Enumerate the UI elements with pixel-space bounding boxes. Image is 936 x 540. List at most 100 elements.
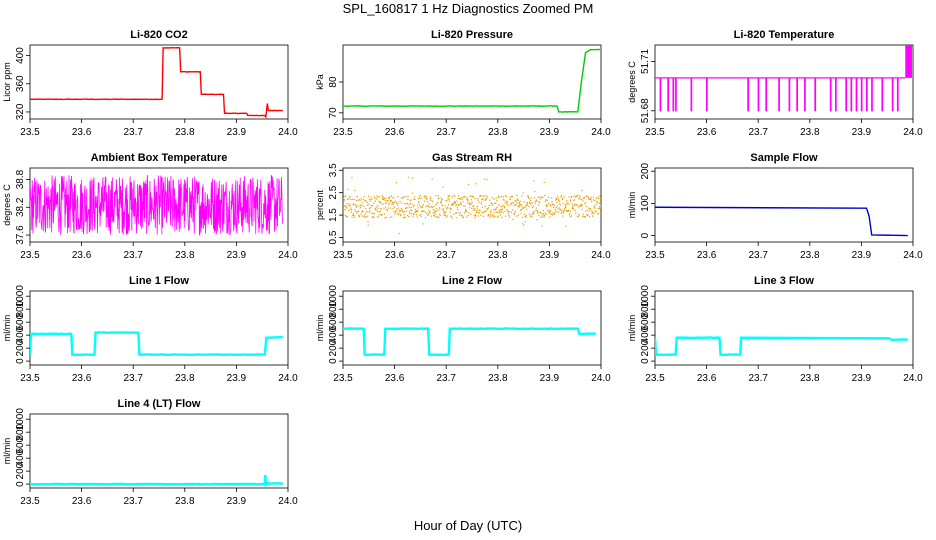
panel-4: Ambient Box Temperature 23.5 23.6 23.7 23.8 2…: [2, 152, 298, 261]
x-tick-label: 23.6: [385, 250, 405, 261]
data-point: [418, 214, 421, 217]
data-point: [507, 211, 510, 213]
data-point: [451, 196, 453, 198]
data-point: [384, 217, 386, 219]
data-point: [416, 216, 418, 218]
data-point: [528, 213, 530, 215]
data-point: [369, 207, 371, 210]
data-point: [431, 206, 433, 208]
y-tick-label: 400: [328, 326, 339, 343]
data-point: [581, 189, 583, 192]
data-point: [439, 208, 441, 210]
data-point: [451, 203, 453, 205]
data-point: [472, 209, 474, 211]
y-tick-label: 400: [15, 326, 26, 343]
data-point: [345, 215, 348, 218]
data-point: [509, 196, 511, 198]
data-point: [383, 213, 385, 215]
y-axis-label: ml/min: [315, 315, 325, 342]
data-point: [532, 211, 534, 213]
data-point: [476, 205, 479, 208]
y-tick-label: 100: [640, 195, 651, 212]
data-point: [426, 205, 428, 207]
data-point: [484, 199, 487, 201]
data-point: [580, 205, 582, 207]
data-point: [407, 198, 409, 200]
x-tick-label: 23.5: [20, 496, 40, 507]
data-point: [467, 183, 470, 186]
data-point: [346, 207, 348, 209]
data-point: [400, 197, 403, 199]
data-point: [513, 213, 515, 216]
data-point: [459, 197, 461, 200]
data-point: [518, 202, 520, 204]
panel-7: Line 1 Flow 23.5 23.6 23.7 23.8 23.9 24.0 0 2004…: [2, 275, 298, 384]
data-point: [534, 202, 536, 205]
data-point: [420, 215, 422, 217]
data-point: [567, 210, 569, 212]
data-point: [514, 212, 516, 215]
data-point: [518, 204, 520, 207]
data-series: [655, 336, 908, 357]
data-point: [357, 210, 359, 213]
data-point: [401, 202, 403, 204]
data-point: [469, 203, 471, 205]
y-axis-label: ml/min: [627, 192, 637, 219]
data-point: [437, 195, 440, 197]
data-point: [561, 198, 563, 201]
series-line: [30, 175, 283, 237]
data-point: [574, 209, 576, 212]
data-point: [378, 200, 380, 203]
data-point: [509, 198, 512, 201]
data-point: [423, 200, 426, 202]
data-point: [552, 211, 554, 214]
data-point: [487, 214, 489, 216]
data-point: [515, 204, 517, 206]
data-point: [512, 202, 515, 204]
data-point: [360, 213, 362, 215]
data-point: [408, 215, 410, 218]
data-point: [568, 203, 570, 205]
data-point: [398, 212, 400, 214]
data-point: [529, 202, 531, 204]
panel-title: Line 2 Flow: [442, 275, 502, 287]
data-point: [569, 213, 571, 215]
y-axis-label: ml/min: [2, 315, 12, 342]
data-point: [389, 216, 391, 219]
data-point: [424, 216, 427, 219]
data-point: [476, 207, 478, 209]
data-point: [355, 199, 357, 201]
data-point: [555, 210, 557, 212]
data-point: [523, 201, 525, 203]
data-point: [582, 215, 584, 217]
data-point: [475, 183, 477, 185]
data-point: [560, 196, 562, 198]
data-point: [374, 208, 376, 210]
data-point: [582, 213, 585, 215]
data-point: [394, 200, 396, 202]
data-point: [464, 205, 466, 207]
data-point: [355, 205, 357, 207]
data-point: [369, 200, 371, 202]
y-tick-label: 400: [15, 47, 26, 64]
data-point: [484, 178, 486, 180]
data-point: [554, 212, 556, 214]
data-point: [405, 196, 407, 198]
data-point: [482, 195, 484, 197]
series-line: [655, 206, 908, 237]
data-point: [474, 214, 477, 216]
data-point: [427, 213, 430, 215]
data-point: [352, 213, 354, 215]
data-point: [516, 194, 518, 197]
y-tick-label: 1000: [15, 285, 26, 308]
data-point: [382, 197, 384, 199]
x-tick-label: 24.0: [591, 127, 611, 138]
y-tick-label: 1000: [640, 285, 651, 308]
y-axis-label: ml/min: [627, 315, 637, 342]
data-point: [456, 207, 459, 209]
y-tick-label: 800: [328, 300, 339, 317]
data-point: [466, 202, 469, 204]
data-point: [570, 199, 572, 201]
data-point: [586, 213, 588, 216]
data-point: [386, 202, 388, 204]
